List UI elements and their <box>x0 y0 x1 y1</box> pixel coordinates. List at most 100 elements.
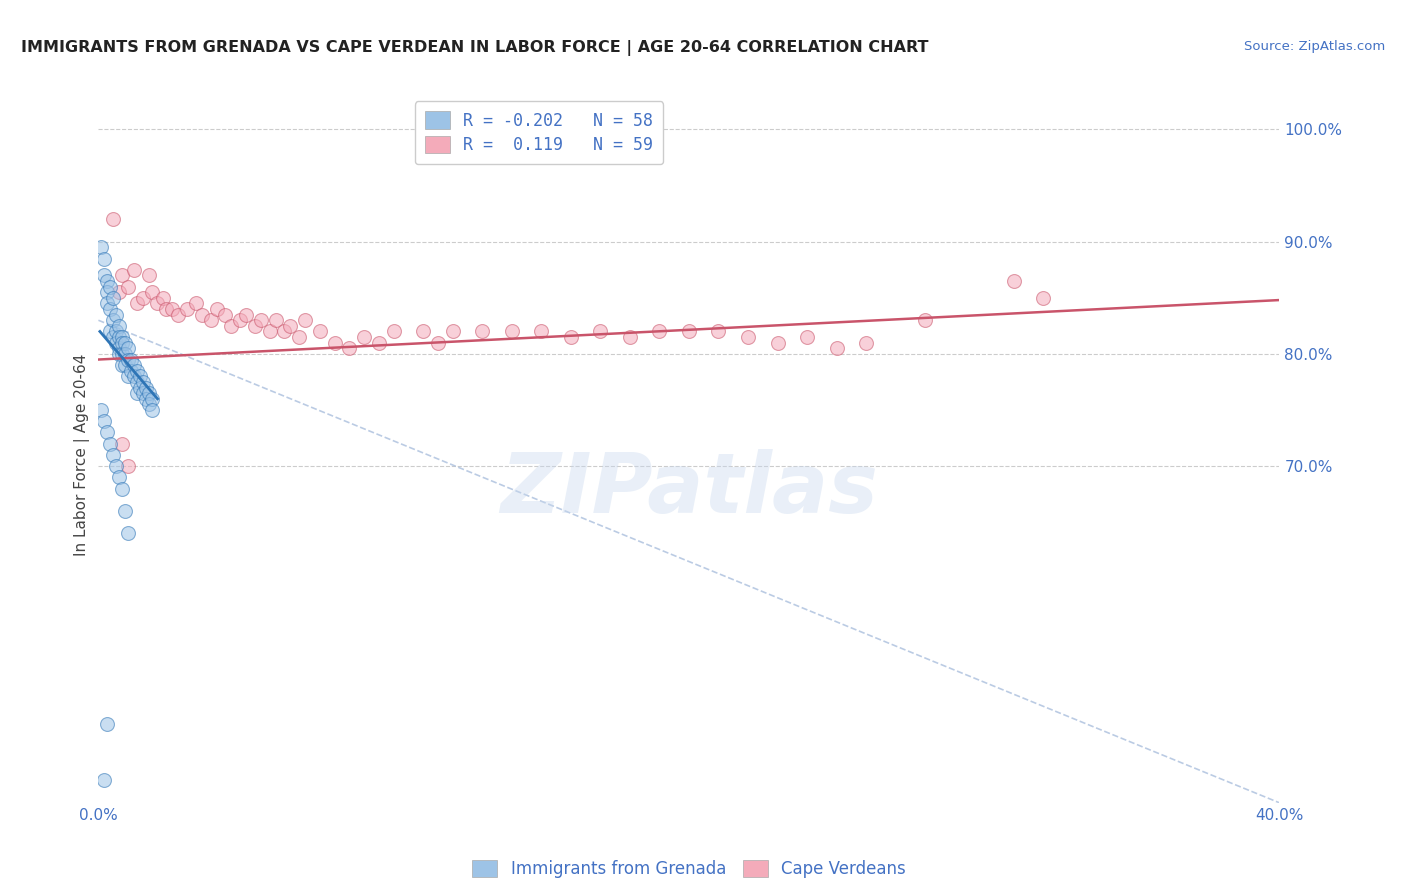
Point <box>152 291 174 305</box>
Point <box>122 358 145 372</box>
Point <box>855 335 877 350</box>
Point <box>191 308 214 322</box>
Point <box>288 330 311 344</box>
Point <box>560 330 582 344</box>
Point <box>132 291 155 305</box>
Point <box>111 330 134 344</box>
Point <box>141 403 163 417</box>
Legend: Immigrants from Grenada, Cape Verdeans: Immigrants from Grenada, Cape Verdeans <box>465 854 912 885</box>
Point <box>114 504 136 518</box>
Point <box>114 335 136 350</box>
Point <box>122 262 145 277</box>
Point <box>138 386 160 401</box>
Point <box>619 330 641 344</box>
Point <box>339 341 360 355</box>
Point <box>117 526 139 541</box>
Point <box>707 325 730 339</box>
Point <box>96 296 118 310</box>
Point <box>125 364 148 378</box>
Point <box>103 448 125 462</box>
Point <box>278 318 302 333</box>
Point <box>103 291 125 305</box>
Point <box>589 325 612 339</box>
Point <box>108 330 131 344</box>
Y-axis label: In Labor Force | Age 20-64: In Labor Force | Age 20-64 <box>75 354 90 556</box>
Point <box>132 386 155 401</box>
Point <box>167 308 190 322</box>
Point <box>471 325 494 339</box>
Point <box>427 335 450 350</box>
Point <box>138 268 160 283</box>
Point <box>243 318 266 333</box>
Point <box>141 285 163 300</box>
Point <box>103 212 125 227</box>
Point <box>96 274 118 288</box>
Point <box>114 358 136 372</box>
Point <box>125 375 148 389</box>
Point <box>259 325 281 339</box>
Point <box>184 296 207 310</box>
Point <box>111 268 134 283</box>
Point <box>98 436 121 450</box>
Point <box>382 325 405 339</box>
Point <box>122 369 145 384</box>
Point <box>214 308 236 322</box>
Point <box>98 301 121 316</box>
Point <box>146 296 169 310</box>
Point <box>501 325 523 339</box>
Point <box>90 403 112 417</box>
Point <box>796 330 818 344</box>
Point <box>368 335 391 350</box>
Point <box>128 381 150 395</box>
Point <box>111 358 134 372</box>
Point <box>205 301 228 316</box>
Point <box>125 386 148 401</box>
Point <box>309 325 332 339</box>
Point <box>98 279 121 293</box>
Point <box>117 459 139 474</box>
Point <box>200 313 222 327</box>
Point <box>441 325 464 339</box>
Point <box>108 285 131 300</box>
Point <box>105 459 128 474</box>
Point <box>108 341 131 355</box>
Point <box>914 313 936 327</box>
Point <box>108 318 131 333</box>
Point <box>117 369 139 384</box>
Point <box>250 313 273 327</box>
Point <box>111 335 134 350</box>
Point <box>235 308 257 322</box>
Point <box>93 252 115 266</box>
Point <box>135 381 157 395</box>
Point <box>141 392 163 406</box>
Point <box>1002 274 1025 288</box>
Point <box>155 301 177 316</box>
Point <box>117 352 139 367</box>
Point <box>108 470 131 484</box>
Point <box>117 279 139 293</box>
Point <box>229 313 252 327</box>
Point <box>273 325 295 339</box>
Point <box>111 482 134 496</box>
Point <box>96 285 118 300</box>
Point <box>105 335 128 350</box>
Point <box>176 301 198 316</box>
Point <box>219 318 242 333</box>
Point <box>105 308 128 322</box>
Point <box>125 296 148 310</box>
Point <box>98 325 121 339</box>
Point <box>412 325 434 339</box>
Point <box>825 341 848 355</box>
Point <box>111 347 134 361</box>
Text: ZIPatlas: ZIPatlas <box>501 450 877 530</box>
Point <box>103 313 125 327</box>
Point <box>353 330 375 344</box>
Point <box>96 717 118 731</box>
Point <box>120 352 142 367</box>
Text: IMMIGRANTS FROM GRENADA VS CAPE VERDEAN IN LABOR FORCE | AGE 20-64 CORRELATION C: IMMIGRANTS FROM GRENADA VS CAPE VERDEAN … <box>21 40 928 56</box>
Point <box>117 341 139 355</box>
Point <box>648 325 671 339</box>
Point <box>135 392 157 406</box>
Point <box>93 268 115 283</box>
Point <box>105 325 128 339</box>
